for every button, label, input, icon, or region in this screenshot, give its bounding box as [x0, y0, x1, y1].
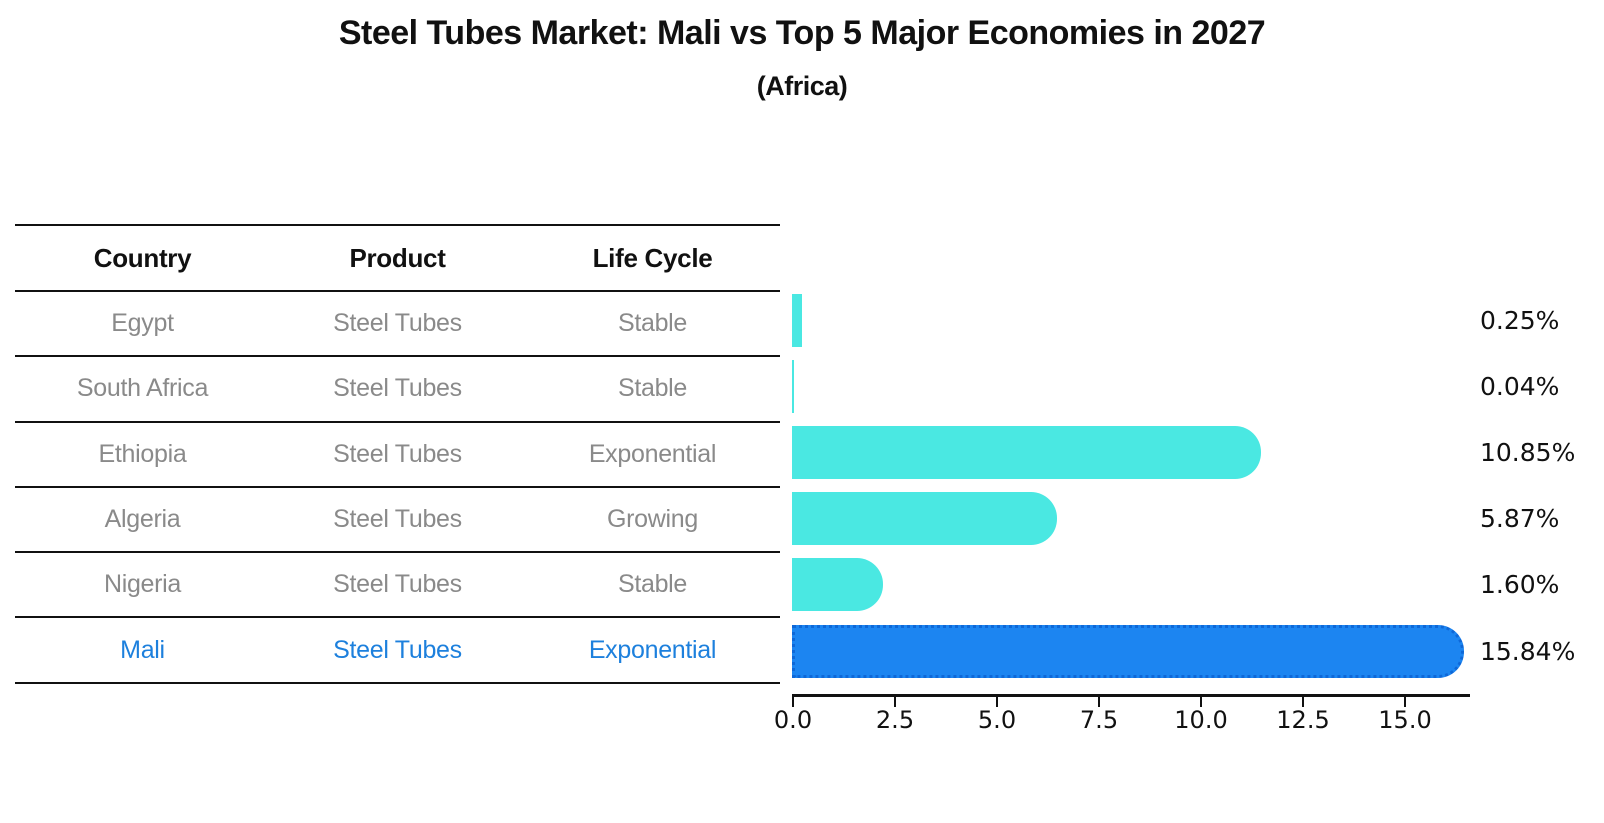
- chart-title: Steel Tubes Market: Mali vs Top 5 Major …: [338, 14, 1266, 52]
- cell-product: Steel Tubes: [333, 309, 462, 338]
- cell-life-cycle: Exponential: [588, 635, 717, 664]
- bar-plot-area: [792, 287, 1468, 684]
- cell-country: Egypt: [111, 309, 174, 338]
- cell-product: Steel Tubes: [333, 505, 462, 534]
- cell-product: Steel Tubes: [333, 439, 462, 468]
- table-header-row: Country Product Life Cycle: [15, 226, 780, 292]
- bar-mali: [792, 624, 1465, 678]
- x-tick-label: 7.5: [1079, 706, 1119, 734]
- column-header-product: Product: [349, 242, 446, 273]
- table-row: Egypt Steel Tubes Stable: [15, 292, 780, 358]
- cell-country: Ethiopia: [98, 439, 187, 468]
- bar-value-label: 0.04%: [1480, 371, 1560, 401]
- cell-country: Mali: [120, 635, 165, 664]
- table-row: Nigeria Steel Tubes Stable: [15, 553, 780, 619]
- country-table: Country Product Life Cycle Egypt Steel T…: [15, 224, 780, 684]
- x-tick-mark: [1200, 697, 1202, 707]
- chart-subtitle: (Africa): [756, 70, 848, 101]
- title-block: Steel Tubes Market: Mali vs Top 5 Major …: [0, 12, 1604, 102]
- cell-life-cycle: Stable: [617, 570, 688, 599]
- bar-value-label: 1.60%: [1480, 570, 1560, 600]
- bar-value-label: 10.85%: [1480, 437, 1576, 467]
- bar-row-south-africa: [792, 353, 1468, 419]
- cell-product: Steel Tubes: [333, 374, 462, 403]
- bar-row-mali: [792, 618, 1468, 684]
- x-tick-label: 5.0: [977, 706, 1017, 734]
- table-row: Mali Steel Tubes Exponential: [15, 618, 780, 684]
- bar-value-label: 15.84%: [1480, 636, 1576, 666]
- bar-row-ethiopia: [792, 419, 1468, 485]
- cell-country: Algeria: [104, 505, 181, 534]
- cell-life-cycle: Growing: [607, 505, 698, 534]
- cell-product: Steel Tubes: [333, 635, 462, 664]
- cell-life-cycle: Stable: [617, 374, 688, 403]
- x-tick-mark: [1404, 697, 1406, 707]
- bar-ethiopia: [792, 425, 1261, 479]
- x-tick-mark: [1098, 697, 1100, 707]
- cell-life-cycle: Exponential: [588, 439, 717, 468]
- bar-value-label: 0.25%: [1480, 305, 1560, 335]
- value-label-column: 0.25% 0.04% 10.85% 5.87% 1.60% 15.84%: [1480, 287, 1604, 684]
- bar-south-africa: [792, 359, 794, 413]
- bar-row-egypt: [792, 287, 1468, 353]
- bar-algeria: [792, 492, 1058, 546]
- cell-product: Steel Tubes: [333, 570, 462, 599]
- x-tick-mark: [1302, 697, 1304, 707]
- table-row: Algeria Steel Tubes Growing: [15, 488, 780, 554]
- column-header-life-cycle: Life Cycle: [592, 242, 713, 273]
- x-tick-label: 12.5: [1276, 706, 1330, 734]
- cell-country: South Africa: [76, 374, 209, 403]
- cell-life-cycle: Stable: [617, 309, 688, 338]
- x-tick-label: 10.0: [1174, 706, 1228, 734]
- x-axis-line: [792, 694, 1470, 697]
- bar-egypt: [792, 293, 803, 347]
- bar-row-algeria: [792, 486, 1468, 552]
- table-row: South Africa Steel Tubes Stable: [15, 357, 780, 423]
- bar-nigeria: [792, 558, 884, 612]
- x-tick-mark: [996, 697, 998, 707]
- x-tick-mark: [792, 697, 794, 707]
- x-tick-label: 0.0: [773, 706, 813, 734]
- x-tick-label: 15.0: [1378, 706, 1432, 734]
- x-tick-label: 2.5: [875, 706, 915, 734]
- x-tick-mark: [894, 697, 896, 707]
- table-row: Ethiopia Steel Tubes Exponential: [15, 423, 780, 488]
- bar-row-nigeria: [792, 552, 1468, 618]
- cell-country: Nigeria: [103, 570, 182, 599]
- column-header-country: Country: [93, 242, 192, 273]
- bar-value-label: 5.87%: [1480, 504, 1560, 534]
